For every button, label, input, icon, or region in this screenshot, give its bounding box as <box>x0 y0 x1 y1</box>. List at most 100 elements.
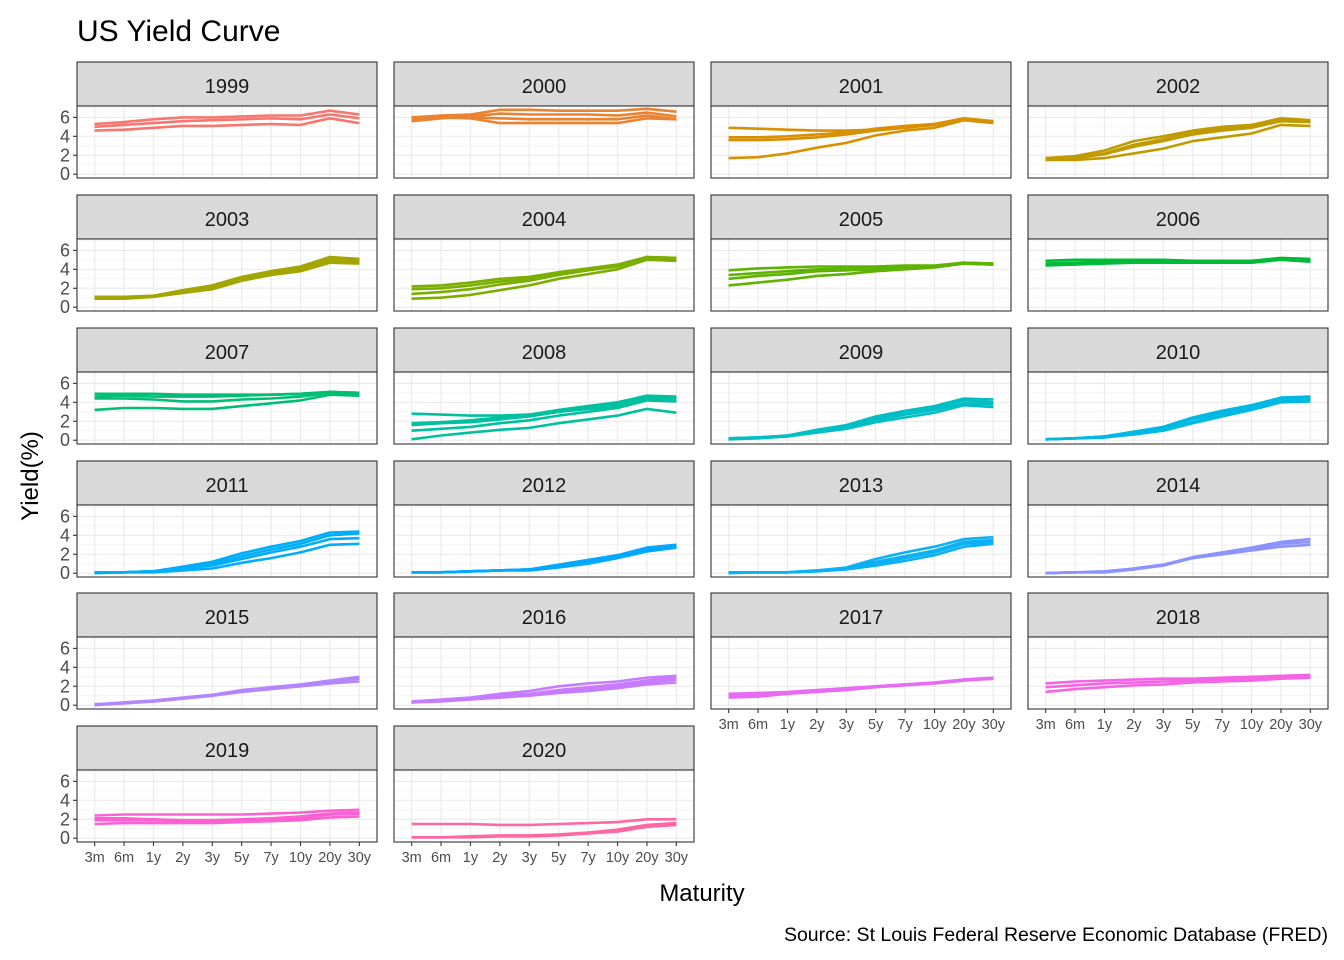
chart-title: US Yield Curve <box>77 15 280 48</box>
panel-border-2008 <box>393 371 695 445</box>
strip-label-2001: 2001 <box>839 76 884 98</box>
strip-2018 <box>1027 592 1329 638</box>
strip-2005 <box>710 194 1012 240</box>
x-tick-label: 3m <box>1036 717 1056 733</box>
x-tick-label: 5y <box>1185 717 1201 733</box>
curve-2003-4 <box>94 257 360 299</box>
panel-border-2001 <box>710 105 1012 179</box>
panel-bg-2020 <box>394 770 694 842</box>
strip-label-2010: 2010 <box>1156 342 1201 364</box>
y-tick-label: 6 <box>60 373 70 393</box>
strip-label-2008: 2008 <box>522 342 567 364</box>
strip-2011 <box>76 460 378 506</box>
curve-2006-3 <box>1045 257 1311 265</box>
x-tick-label: 5y <box>551 850 567 866</box>
source-caption: Source: St Louis Federal Reserve Economi… <box>784 924 1328 946</box>
facet-2016: 2016 <box>393 592 695 710</box>
x-tick-label: 3m <box>402 850 422 866</box>
x-tick-label: 5y <box>868 717 884 733</box>
strip-2001 <box>710 61 1012 107</box>
strip-label-2000: 2000 <box>522 76 567 98</box>
x-tick-label: 1y <box>463 850 479 866</box>
x-tick-label: 7y <box>263 850 279 866</box>
panel-bg-2010 <box>1028 372 1328 444</box>
x-tick-label: 3y <box>1156 717 1172 733</box>
curve-2016-4 <box>411 678 677 704</box>
curve-2007-2 <box>94 391 360 403</box>
strip-1999 <box>76 61 378 107</box>
x-axis-title: Maturity <box>659 880 744 907</box>
curve-2009-4 <box>728 402 994 441</box>
panel-bg-2012 <box>394 505 694 577</box>
strip-2017 <box>710 592 1012 638</box>
curve-2012-4 <box>411 543 677 574</box>
x-tick-label: 6m <box>114 850 134 866</box>
x-tick-label: 7y <box>1214 717 1230 733</box>
y-tick-label: 4 <box>60 657 70 677</box>
y-tick-label: 2 <box>60 809 70 829</box>
curve-2000-4 <box>411 116 677 125</box>
facet-2001: 2001 <box>710 61 1012 179</box>
y-tick-label: 2 <box>60 411 70 431</box>
strip-2004 <box>393 194 695 240</box>
curve-2008-2 <box>411 395 677 427</box>
x-tick-label: 3m <box>719 717 739 733</box>
strip-label-2005: 2005 <box>839 209 884 231</box>
x-tick-label: 1y <box>146 850 162 866</box>
panel-border-2015 <box>76 636 378 710</box>
x-tick-label: 30y <box>1299 717 1323 733</box>
curve-2018-1 <box>1045 676 1311 694</box>
curve-1999-1 <box>94 117 360 132</box>
facet-2018: 2018 3m 6m 1y 2y 3y 5y 7y 10y 20y 30y <box>1027 592 1329 733</box>
x-tick-label: 10y <box>289 850 313 866</box>
curve-2001-2 <box>728 118 994 142</box>
x-tick-label: 5y <box>234 850 250 866</box>
curve-2008-5 <box>411 399 677 432</box>
y-tick-label: 2 <box>60 278 70 298</box>
strip-label-2011: 2011 <box>205 475 248 497</box>
curve-2008-3 <box>411 407 677 441</box>
panel-bg-2008 <box>394 372 694 444</box>
x-tick-label: 7y <box>897 717 913 733</box>
strip-label-2012: 2012 <box>522 475 567 497</box>
strip-label-2019: 2019 <box>205 740 250 762</box>
panel-border-2013 <box>710 504 1012 578</box>
curve-2016-3 <box>411 674 677 703</box>
curve-2019-2 <box>94 808 360 817</box>
strip-2010 <box>1027 327 1329 373</box>
y-tick-label: 6 <box>60 771 70 791</box>
strip-2000 <box>393 61 695 107</box>
x-tick-label: 2y <box>175 850 191 866</box>
y-tick-label: 0 <box>60 695 70 715</box>
curve-2001-4 <box>728 117 994 139</box>
x-tick-label: 30y <box>665 850 689 866</box>
curve-2017-3 <box>728 677 994 697</box>
y-tick-label: 6 <box>60 506 70 526</box>
strip-label-2004: 2004 <box>522 209 567 231</box>
y-tick-label: 4 <box>60 259 70 279</box>
panel-bg-2009 <box>711 372 1011 444</box>
panel-border-2019 <box>76 769 378 843</box>
x-tick-label: 3y <box>205 850 221 866</box>
x-tick-label: 2y <box>492 850 508 866</box>
panel-bg-2006 <box>1028 239 1328 311</box>
facet-2008: 2008 <box>393 327 695 445</box>
strip-label-2003: 2003 <box>205 209 250 231</box>
strip-label-2015: 2015 <box>205 607 250 629</box>
panel-border-2020 <box>393 769 695 843</box>
curve-2007-3 <box>94 393 360 412</box>
facet-2010: 2010 <box>1027 327 1329 445</box>
strip-2012 <box>393 460 695 506</box>
curve-2014-3 <box>1045 540 1311 575</box>
facet-2012: 2012 <box>393 460 695 578</box>
strip-2015 <box>76 592 378 638</box>
facet-2005: 2005 <box>710 194 1012 312</box>
curve-2005-4 <box>728 261 994 277</box>
strip-label-2020: 2020 <box>522 740 567 762</box>
x-tick-label: 30y <box>982 717 1006 733</box>
